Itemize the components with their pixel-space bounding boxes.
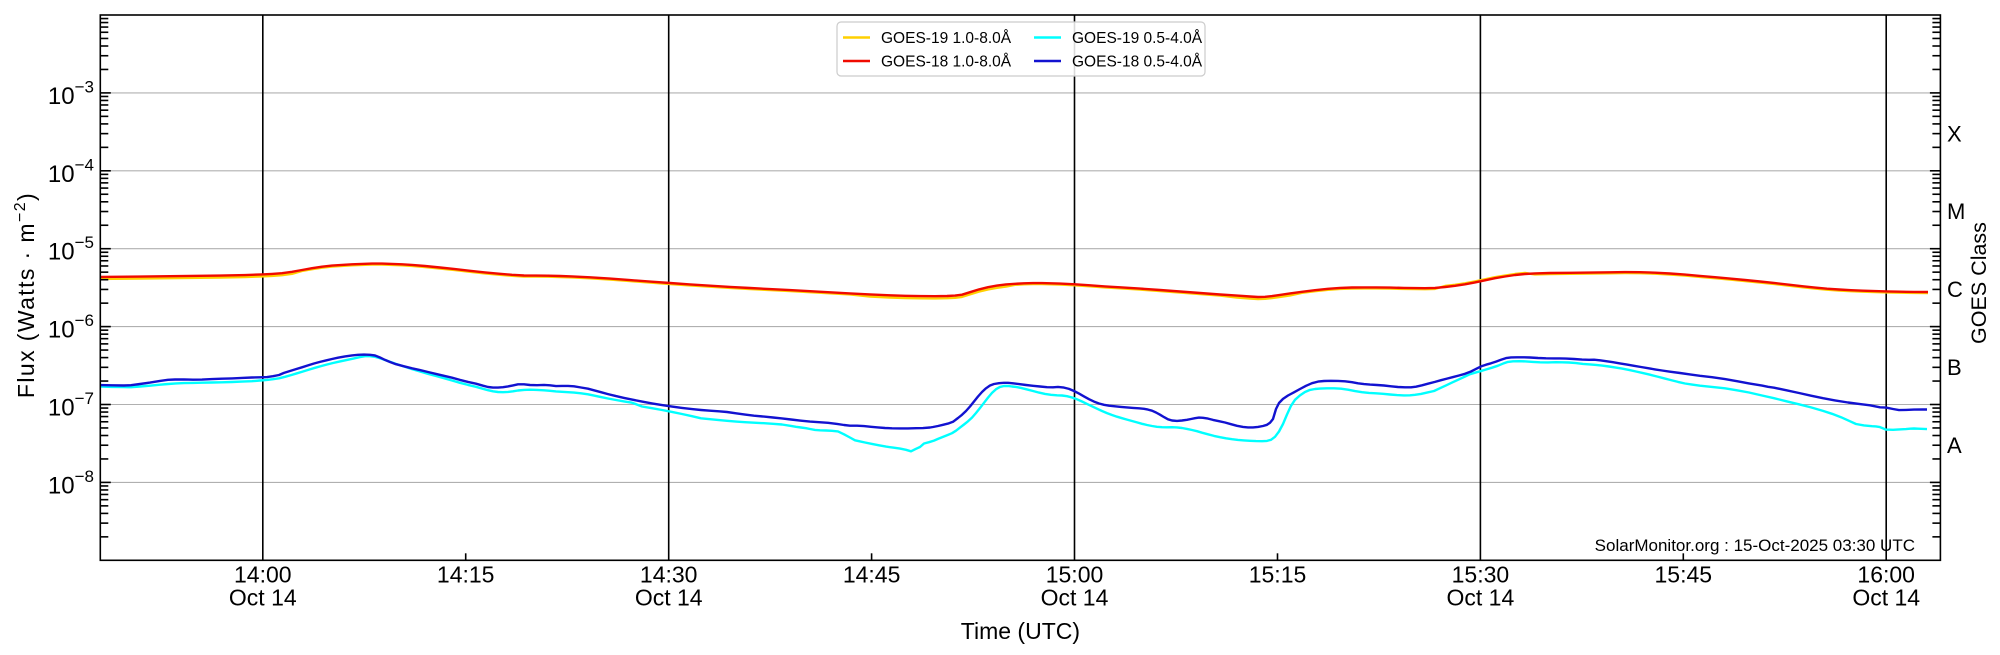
svg-text:GOES Class: GOES Class <box>1967 222 1991 344</box>
svg-text:Time (UTC): Time (UTC) <box>961 618 1080 644</box>
svg-text:15:30: 15:30 <box>1452 562 1510 588</box>
svg-text:X: X <box>1947 121 1962 146</box>
svg-text:10−7: 10−7 <box>48 389 94 422</box>
svg-text:Oct 14: Oct 14 <box>635 585 703 611</box>
svg-text:Flux (Watts · m−2): Flux (Watts · m−2) <box>12 192 39 398</box>
svg-text:Oct 14: Oct 14 <box>1041 585 1109 611</box>
svg-text:14:45: 14:45 <box>843 562 901 588</box>
svg-text:A: A <box>1947 433 1962 458</box>
svg-text:SolarMonitor.org : 15-Oct-2025: SolarMonitor.org : 15-Oct-2025 03:30 UTC <box>1595 536 1915 555</box>
svg-text:GOES-19 1.0-8.0Å: GOES-19 1.0-8.0Å <box>881 30 1012 47</box>
svg-text:14:00: 14:00 <box>234 562 292 588</box>
svg-text:Oct 14: Oct 14 <box>1852 585 1920 611</box>
svg-text:C: C <box>1947 277 1963 302</box>
svg-text:Oct 14: Oct 14 <box>229 585 297 611</box>
svg-text:GOES-18 1.0-8.0Å: GOES-18 1.0-8.0Å <box>881 54 1012 71</box>
svg-text:Oct 14: Oct 14 <box>1447 585 1515 611</box>
svg-text:M: M <box>1947 199 1965 224</box>
svg-text:16:00: 16:00 <box>1857 562 1915 588</box>
svg-text:15:00: 15:00 <box>1046 562 1104 588</box>
svg-text:15:15: 15:15 <box>1249 562 1307 588</box>
svg-text:14:30: 14:30 <box>640 562 698 588</box>
svg-text:B: B <box>1947 355 1962 380</box>
svg-text:10−5: 10−5 <box>48 233 94 266</box>
svg-text:14:15: 14:15 <box>437 562 495 588</box>
svg-text:15:45: 15:45 <box>1655 562 1713 588</box>
svg-text:GOES-19 0.5-4.0Å: GOES-19 0.5-4.0Å <box>1072 30 1203 47</box>
svg-text:GOES-18 0.5-4.0Å: GOES-18 0.5-4.0Å <box>1072 54 1203 71</box>
